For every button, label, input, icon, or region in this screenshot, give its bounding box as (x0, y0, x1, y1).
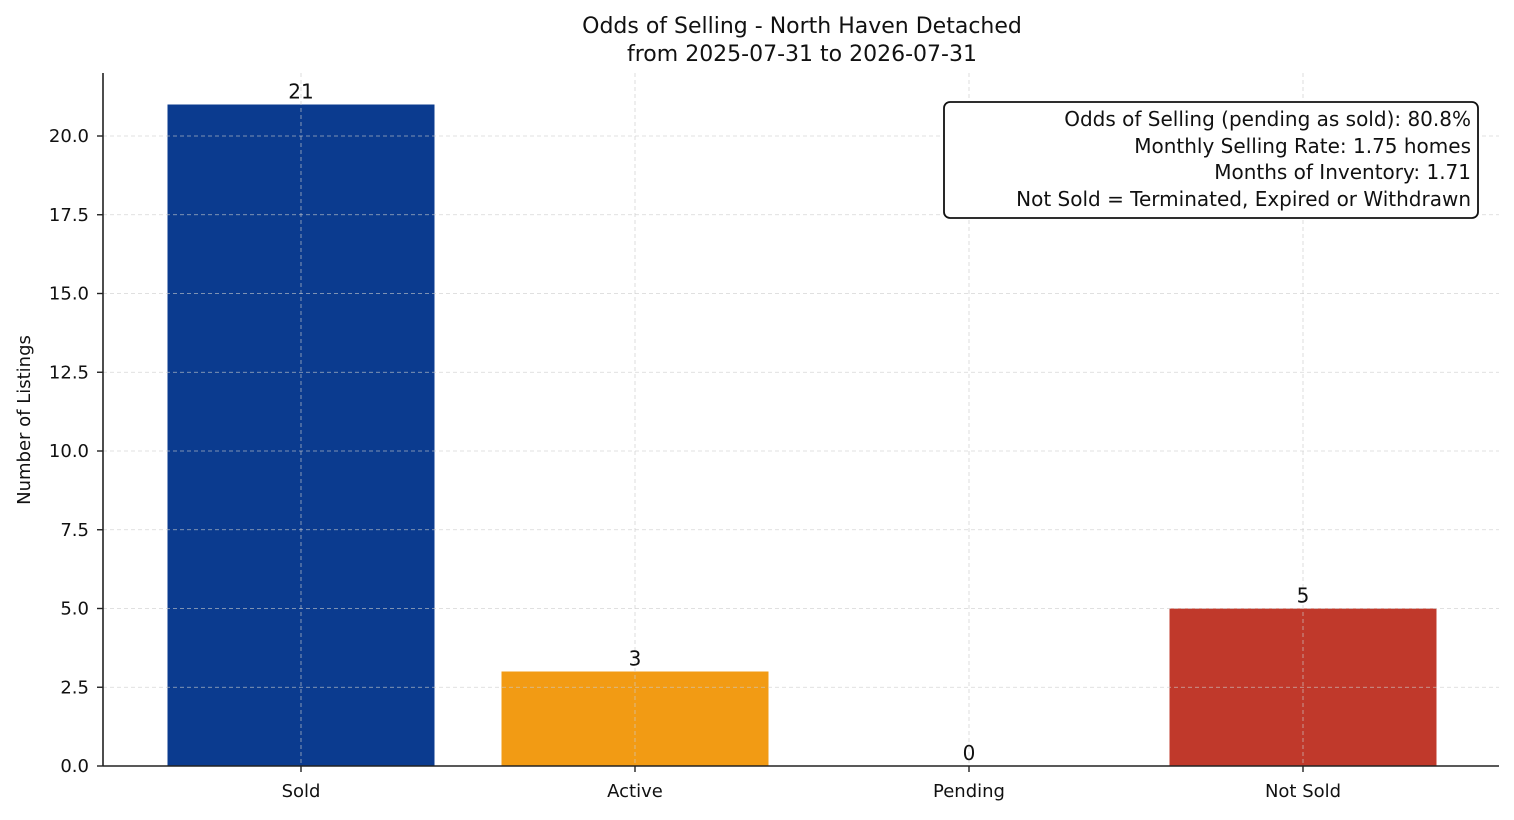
y-tick-label: 10.0 (49, 441, 89, 462)
y-tick-label: 15.0 (49, 284, 89, 305)
info-box-frame (943, 101, 1479, 219)
bar-value-label: 5 (1297, 584, 1310, 608)
y-tick-label: 0.0 (60, 756, 89, 777)
bar-value-label: 3 (629, 647, 642, 671)
y-tick-label: 17.5 (49, 205, 89, 226)
y-axis-label: Number of Listings (14, 335, 35, 505)
x-axis-ticks: Sold Active Pending Not Sold (282, 766, 1341, 802)
y-tick-label: 20.0 (49, 126, 89, 147)
info-line-odds: Odds of Selling (pending as sold): 80.8% (1064, 107, 1471, 131)
chart-subtitle: from 2025-07-31 to 2026-07-31 (627, 42, 977, 67)
x-tick-label: Sold (282, 781, 321, 802)
x-tick-label: Pending (933, 781, 1005, 802)
x-tick-label: Active (607, 781, 663, 802)
y-tick-label: 12.5 (49, 362, 89, 383)
y-axis-ticks: 0.0 2.5 5.0 7.5 10.0 12.5 15.0 17.5 20.0 (49, 126, 103, 777)
x-tick-label: Not Sold (1265, 781, 1341, 802)
bar-value-label: 0 (963, 741, 976, 765)
grid-lines (103, 73, 1499, 767)
info-line-not-sold-def: Not Sold = Terminated, Expired or Withdr… (1016, 187, 1471, 211)
info-line-inventory: Months of Inventory: 1.71 (1214, 160, 1471, 184)
info-line-monthly-rate: Monthly Selling Rate: 1.75 homes (1134, 134, 1471, 158)
bar-value-label: 21 (288, 80, 313, 104)
info-box: Odds of Selling (pending as sold): 80.8%… (943, 101, 1479, 219)
bar-sold (167, 104, 435, 766)
y-tick-label: 5.0 (60, 599, 89, 620)
y-tick-label: 2.5 (60, 677, 89, 698)
y-tick-label: 7.5 (60, 520, 89, 541)
chart-title: Odds of Selling - North Haven Detached (582, 14, 1022, 39)
bar-value-labels: 21 3 0 5 (288, 80, 1309, 766)
